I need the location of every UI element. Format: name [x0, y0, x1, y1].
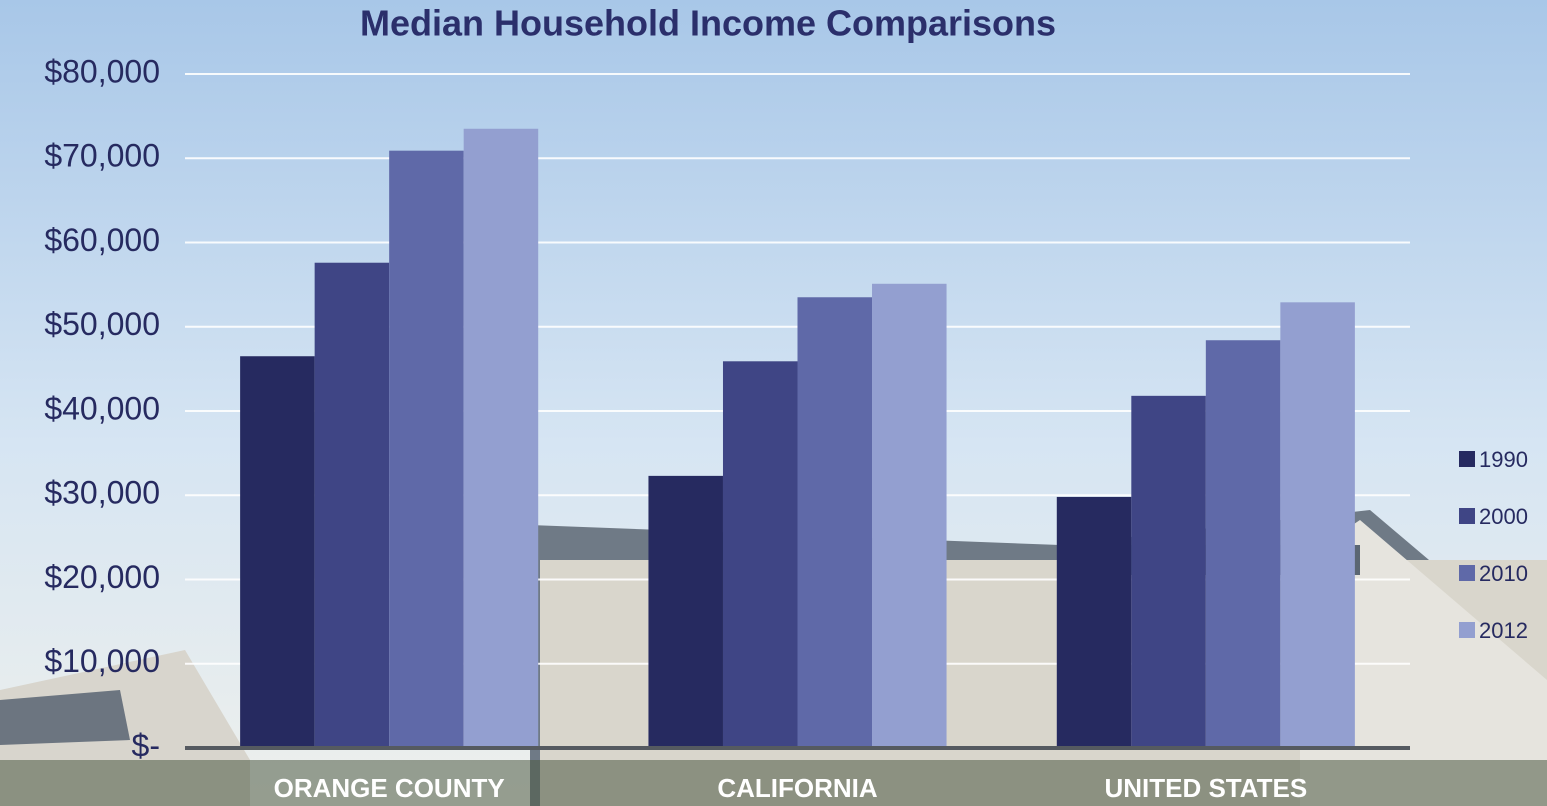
legend-swatch: [1459, 451, 1475, 467]
bar: [872, 283, 947, 748]
y-tick-label: $40,000: [44, 390, 160, 426]
legend-swatch: [1459, 622, 1475, 638]
bar: [314, 262, 390, 748]
bar: [797, 297, 873, 748]
bar: [1056, 496, 1132, 748]
y-tick-label: $30,000: [44, 475, 160, 511]
y-tick-label: $80,000: [44, 53, 160, 89]
bar: [1205, 340, 1281, 748]
x-tick-label: UNITED STATES: [1104, 773, 1307, 803]
y-tick-label: $60,000: [44, 222, 160, 258]
bar: [389, 150, 464, 749]
legend-label: 2000: [1479, 504, 1528, 529]
legend-swatch: [1459, 565, 1475, 581]
legend-label: 2012: [1479, 618, 1528, 643]
bar: [240, 356, 315, 748]
bar: [1131, 395, 1206, 748]
legend-swatch: [1459, 508, 1475, 524]
x-tick-label: CALIFORNIA: [717, 773, 878, 803]
bar: [463, 128, 539, 748]
y-tick-label: $50,000: [44, 306, 160, 342]
y-tick-label: $70,000: [44, 138, 160, 174]
bar: [722, 361, 798, 748]
y-tick-label: $10,000: [44, 643, 160, 679]
y-tick-label: $-: [132, 727, 160, 763]
legend-label: 2010: [1479, 561, 1528, 586]
bar: [1280, 302, 1355, 748]
y-tick-label: $20,000: [44, 559, 160, 595]
chart-title: Median Household Income Comparisons: [360, 3, 1056, 44]
legend-label: 1990: [1479, 447, 1528, 472]
bar: [648, 475, 723, 748]
x-tick-label: ORANGE COUNTY: [274, 773, 505, 803]
